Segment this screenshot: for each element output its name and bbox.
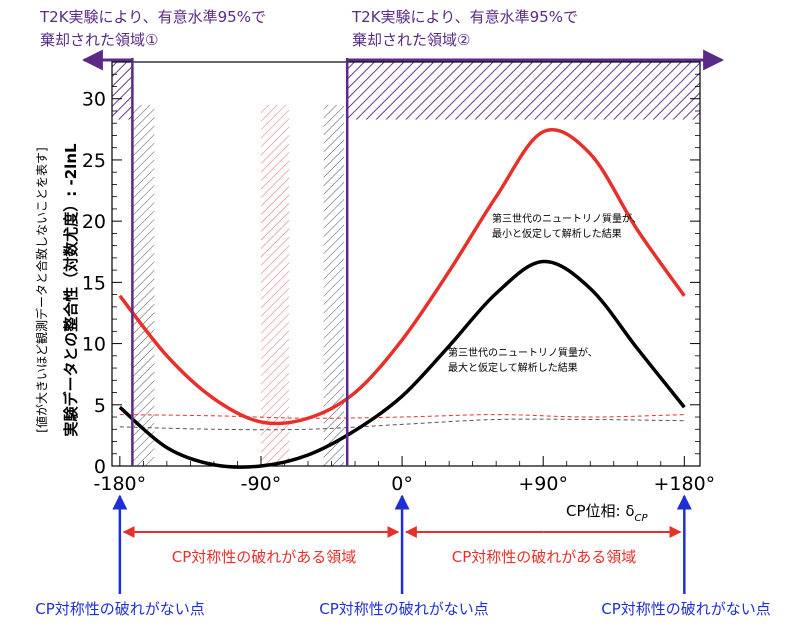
x-tick-label-0: -180°: [94, 473, 147, 495]
series-black-curve: [118, 259, 686, 469]
series-black-annotation-line2: 最大と仮定して解析した結果: [448, 361, 578, 374]
x-tick-label-3: +90°: [518, 473, 568, 495]
x-tick-label-2: 0°: [391, 473, 413, 495]
tick-layer: 0 5 10 15 20 25 30 -180° -90° 0° +90° +180°: [82, 73, 715, 495]
y-tick-label-2: 10: [82, 334, 106, 356]
excluded-region-2-label-line1: T2K実験により、有意水準95%で: [351, 8, 578, 26]
y-tick-label-0: 0: [94, 456, 106, 478]
plot-area-border: [111, 61, 701, 467]
excluded-region-2-label-line2: 棄却された領域②: [352, 31, 470, 49]
threshold-line-1: [119, 418, 685, 431]
series-red-annotation-line1: 第三世代のニュートリノ質量が、: [492, 212, 642, 225]
y-tick-label-6: 30: [82, 89, 106, 111]
hatched-band-2: [323, 104, 345, 467]
y-tick-label-1: 5: [94, 395, 106, 417]
y-tick-label-4: 20: [82, 211, 106, 233]
y-tick-label-3: 15: [82, 272, 106, 294]
excluded-region-1-hatch: [112, 62, 133, 120]
series-red-annotation-line2: 最小と仮定して解析した結果: [492, 227, 622, 240]
overlay-layer: [81, 49, 725, 594]
broken-region-label-right: CP対称性の破れがある領域: [452, 548, 637, 566]
broken-region-label-left: CP対称性の破れがある領域: [172, 548, 357, 566]
series-black-annotation-line1: 第三世代のニュートリノ質量が、: [448, 346, 598, 359]
y-axis-label: 実験データとの整合性（対数尤度）: -2lnL: [62, 143, 80, 437]
y-axis-sublabel: [値が大きいほど観測データと合致しないことを表す]: [34, 147, 49, 432]
no-violation-label-left: CP対称性の破れがない点: [35, 600, 205, 618]
hatched-band-1: [260, 104, 290, 467]
threshold-line-0: [119, 414, 685, 419]
no-violation-label-right: CP対称性の破れがない点: [601, 600, 771, 618]
hatched-band-0: [132, 104, 155, 467]
excluded-region-2-hatch: [347, 62, 700, 120]
excluded-region-1-label-line2: 棄却された領域①: [40, 31, 158, 49]
x-axis-label: CP位相: δCP: [566, 502, 649, 524]
series-red-curve: [118, 128, 686, 426]
band-layer: [112, 62, 700, 467]
x-tick-label-1: -90°: [241, 473, 282, 495]
x-tick-label-4: +180°: [653, 473, 715, 495]
curve-layer: [118, 128, 686, 469]
plot-frame: [111, 61, 701, 467]
no-violation-label-center: CP対称性の破れがない点: [319, 600, 489, 618]
excluded-region-1-label-line1: T2K実験により、有意水準95%で: [39, 8, 266, 26]
y-tick-label-5: 25: [82, 150, 106, 172]
